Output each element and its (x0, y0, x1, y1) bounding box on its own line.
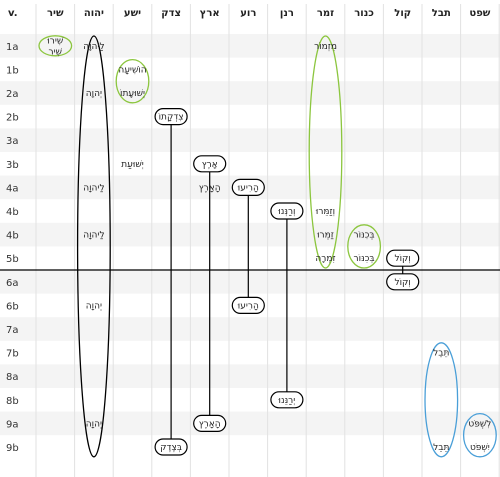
hebrew-word: וְקוֹל (394, 254, 410, 264)
group-ellipse (424, 342, 459, 458)
row-label: 4a (6, 183, 19, 194)
column-header: צדק (161, 8, 181, 19)
grouping-ellipses (38, 35, 497, 458)
word-cells: שִׁירוּשִׁיר לַיהוָה מִזְמוֹר הוֹשִׁיעָה יְה… (47, 36, 491, 456)
row-label: 7b (6, 349, 19, 360)
column-header: תבל (432, 8, 451, 19)
row-stripe (0, 270, 500, 294)
column-dividers (35, 4, 500, 477)
hebrew-word: מִזְמוֹר (314, 42, 337, 52)
hebrew-word: תֵּבֵל (433, 443, 449, 453)
row-label: 6a (6, 278, 19, 289)
hebrew-word: הָאָרֶץ (199, 183, 221, 193)
hebrew-word: לַיהוָה (83, 183, 104, 193)
word-bubble (154, 107, 188, 126)
hebrew-word: יִשְׁפֹּט (470, 443, 490, 453)
hebrew-word: יְהוָה (86, 301, 102, 311)
column-header: ישע (124, 8, 141, 19)
row-stripe (0, 81, 500, 105)
hebrew-word: וְקוֹל (394, 278, 410, 288)
column-header: קול (394, 8, 411, 19)
word-bubble (231, 178, 265, 196)
row-stripe (0, 317, 500, 341)
word-bubble (386, 273, 420, 291)
hebrew-word: לַיהוָה (83, 42, 104, 52)
column-header: כנור (354, 8, 374, 19)
hebrew-word: יְרַנֵּנוּ (278, 396, 296, 406)
word-bubble (193, 414, 227, 432)
row-label: 3a (6, 136, 19, 147)
word-bubble (270, 202, 304, 220)
row-label: 9b (6, 443, 19, 454)
row-label: 1b (6, 65, 19, 76)
row-label: 1a (6, 42, 19, 53)
word-bubble (386, 249, 420, 267)
row-label: 8a (6, 372, 19, 383)
row-label: 9a (6, 419, 19, 430)
hebrew-word: וְרַנְּנוּ (278, 207, 296, 217)
hebrew-word: לַיהוָה (83, 231, 104, 241)
hebrew-word: הָאָרֶץ (199, 419, 221, 429)
row-label: 7a (6, 325, 19, 336)
row-header-label: v. (8, 8, 18, 19)
group-ellipse (76, 35, 111, 458)
hebrew-word: בְּצֶדֶק (160, 443, 182, 453)
row-labels: 1a 1b 2a 2b 3a 3b 4a 4b 4b 5b 6a 6b 7a 7b 8a 8b 9a 9b (6, 42, 19, 454)
hebrew-word: תֵּבֵל (433, 349, 449, 359)
hebrew-word: הָרִיעוּ (237, 183, 259, 193)
hebrew-word: שִׁיר (49, 47, 63, 57)
row-stripe (0, 364, 500, 388)
row-label: 5b (6, 254, 19, 265)
hebrew-word: יְשׁוּעַת (121, 160, 144, 170)
column-header: שיר (47, 8, 64, 19)
row-label: 3b (6, 160, 19, 171)
row-stripe (0, 222, 500, 247)
group-ellipse (38, 35, 73, 57)
row-label: 2b (6, 113, 19, 124)
hebrew-word: יְהוָה (86, 89, 102, 99)
column-headers: v. שיר יהוה ישע צדק ארץ רוע רנן זמר כנור קול תבל שפט (8, 8, 491, 19)
column-header: זמר (317, 8, 334, 19)
row-label: 8b (6, 396, 19, 407)
hebrew-word: הוֹשִׁיעָה (118, 65, 146, 75)
hebrew-word: לִשְׁפֹּט (468, 419, 491, 429)
hebrew-word: וְזַמֵּרוּ (315, 207, 335, 217)
row-label: 2a (6, 89, 19, 100)
group-ellipse (462, 412, 497, 458)
word-bubble (193, 155, 227, 173)
hebrew-word: שִׁירוּ (47, 36, 64, 46)
row-label: 4b (6, 231, 19, 242)
hebrew-word: זַמְּרוּ (316, 231, 334, 241)
word-bubble (270, 391, 304, 409)
hebrew-word: הָרִיעוּ (237, 301, 259, 311)
hebrew-word: בְּכִנּוֹר (354, 231, 375, 241)
hebrew-word: יְהוָה (86, 419, 102, 429)
word-bubble (231, 296, 265, 314)
hebrew-word: בְּכִנּוֹר (354, 254, 375, 264)
row-stripe (0, 411, 500, 436)
column-header: שפט (469, 8, 490, 19)
column-header: רוע (240, 8, 256, 19)
row-label: 4b (6, 207, 19, 218)
hebrew-word: יְשׁוּעָתוֹ (120, 89, 145, 99)
hebrew-word: אָרֶץ (202, 160, 218, 170)
group-ellipse (347, 224, 382, 269)
row-stripe (0, 128, 500, 152)
hebrew-word: צִדְקָתוֹ (159, 113, 184, 123)
hebrew-word: זִמְרָה (315, 254, 335, 264)
group-ellipse (115, 58, 150, 104)
row-label: 6b (6, 301, 19, 312)
word-bubble (154, 438, 188, 456)
column-header: יהוה (84, 8, 104, 19)
column-header: ארץ (200, 8, 220, 19)
column-header: רנן (280, 8, 294, 19)
row-stripe (0, 34, 500, 58)
group-ellipse (308, 35, 343, 269)
